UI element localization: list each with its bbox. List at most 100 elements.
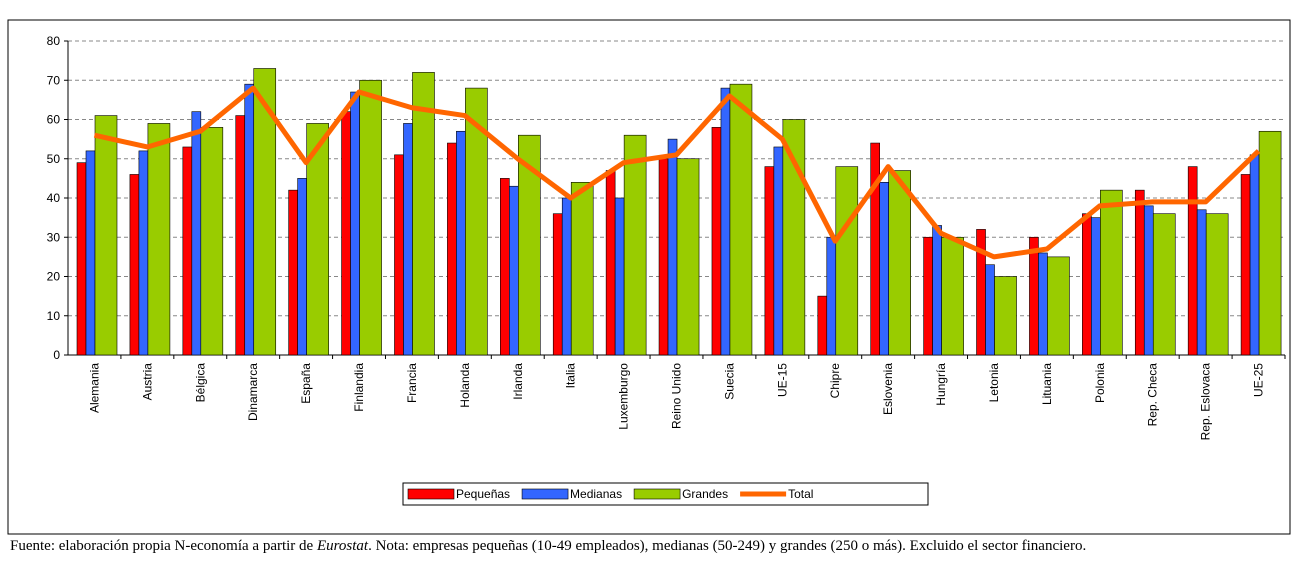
x-tick-label: Hungría bbox=[934, 363, 948, 406]
bar bbox=[412, 72, 435, 356]
x-tick-label: Reino Unido bbox=[670, 363, 684, 429]
bar bbox=[817, 295, 828, 356]
note: . Nota: empresas pequeñas (10-49 emplead… bbox=[368, 538, 1087, 554]
legend-swatch bbox=[407, 488, 455, 500]
bar bbox=[1187, 166, 1198, 356]
legend-swatch bbox=[633, 488, 681, 500]
chart: 0 10 20 30 40 50 60 70 80 Alemania Austria Bélgica D… bbox=[7, 19, 1291, 535]
bar bbox=[561, 197, 572, 356]
bar bbox=[835, 166, 859, 356]
x-tick-label: Lituania bbox=[1040, 363, 1054, 405]
bar bbox=[870, 142, 880, 356]
bar bbox=[465, 87, 488, 356]
bar bbox=[85, 150, 96, 356]
bar bbox=[994, 276, 1017, 356]
bar bbox=[456, 130, 466, 356]
bar bbox=[570, 182, 594, 356]
legend-label: Pequeñas bbox=[456, 487, 510, 501]
bar bbox=[359, 79, 382, 356]
y-tick-label: 60 bbox=[47, 113, 61, 127]
legend-swatch bbox=[521, 488, 569, 500]
bar bbox=[1143, 205, 1154, 356]
bar bbox=[552, 213, 563, 356]
bar bbox=[200, 127, 224, 356]
bar bbox=[138, 150, 149, 356]
bar bbox=[94, 115, 118, 356]
x-tick-label: Austria bbox=[140, 363, 154, 401]
x-tick-label: España bbox=[299, 363, 313, 404]
source: Fuente: elaboración propia N-economía a … bbox=[10, 538, 317, 554]
x-tick-label: Bélgica bbox=[193, 363, 207, 403]
y-tick-label: 50 bbox=[47, 152, 61, 166]
x-tick-label: Rep. Checa bbox=[1146, 363, 1160, 427]
x-tick-label: Italia bbox=[564, 363, 578, 389]
bar bbox=[1082, 213, 1092, 356]
bar bbox=[1100, 189, 1123, 356]
bar bbox=[826, 236, 837, 356]
bar bbox=[1029, 236, 1039, 356]
legend-label: Medianas bbox=[570, 487, 622, 501]
footnote: Fuente: elaboración propia N-economía a … bbox=[10, 537, 1290, 556]
x-tick-label: Rep. Eslovaca bbox=[1199, 363, 1213, 441]
x-tick-label: Letonia bbox=[987, 363, 1001, 403]
bar bbox=[518, 134, 541, 356]
bar bbox=[676, 158, 700, 356]
bar bbox=[667, 138, 678, 356]
bar bbox=[605, 170, 616, 356]
bar bbox=[306, 123, 329, 356]
x-tick-label: Finlandia bbox=[352, 363, 366, 412]
bar bbox=[1091, 217, 1101, 356]
x-tick-label: Eslovenia bbox=[881, 363, 895, 415]
total-line bbox=[93, 85, 1261, 260]
bar bbox=[1249, 154, 1260, 356]
bar bbox=[764, 166, 775, 356]
legend-label: Total bbox=[788, 487, 813, 501]
y-tick-label: 80 bbox=[47, 34, 61, 48]
bar bbox=[129, 174, 140, 356]
bar bbox=[1047, 256, 1070, 356]
x-tick-label: Francia bbox=[405, 363, 419, 403]
bar bbox=[509, 185, 519, 356]
bar bbox=[623, 134, 647, 356]
bar bbox=[932, 225, 942, 356]
bar bbox=[288, 189, 298, 356]
bar bbox=[658, 158, 669, 356]
bar bbox=[888, 170, 911, 356]
x-tick-label: Dinamarca bbox=[246, 363, 260, 421]
x-tick-label: Chipre bbox=[828, 363, 842, 399]
x-tick-label: UE-15 bbox=[775, 363, 789, 397]
bar bbox=[253, 68, 277, 356]
bar bbox=[403, 123, 413, 356]
bar bbox=[76, 162, 87, 356]
bar bbox=[350, 91, 360, 356]
bar bbox=[879, 182, 889, 356]
bar bbox=[711, 127, 722, 356]
x-tick-label: Irlanda bbox=[511, 363, 525, 400]
bar bbox=[923, 236, 933, 356]
bar bbox=[941, 236, 964, 356]
bar bbox=[297, 178, 307, 356]
bar bbox=[614, 197, 625, 356]
y-tick-label: 10 bbox=[47, 309, 61, 323]
x-tick-label: Polonia bbox=[1093, 363, 1107, 403]
bar bbox=[1134, 189, 1145, 356]
bar bbox=[729, 83, 753, 356]
bar bbox=[1038, 252, 1048, 356]
bar bbox=[720, 87, 731, 356]
bar bbox=[1152, 213, 1176, 356]
bar bbox=[147, 123, 171, 356]
bar bbox=[1196, 209, 1207, 356]
bar bbox=[447, 142, 457, 356]
y-tick-label: 30 bbox=[47, 230, 61, 244]
bar bbox=[394, 154, 404, 356]
bar bbox=[235, 115, 246, 356]
x-tick-label: UE-25 bbox=[1252, 363, 1266, 397]
bar bbox=[782, 119, 806, 356]
bar bbox=[985, 264, 995, 356]
bar bbox=[182, 146, 193, 356]
legend-label: Grandes bbox=[682, 487, 728, 501]
x-tick-label: Luxemburgo bbox=[617, 363, 631, 430]
y-tick-label: 20 bbox=[47, 270, 61, 284]
bar bbox=[773, 146, 784, 356]
